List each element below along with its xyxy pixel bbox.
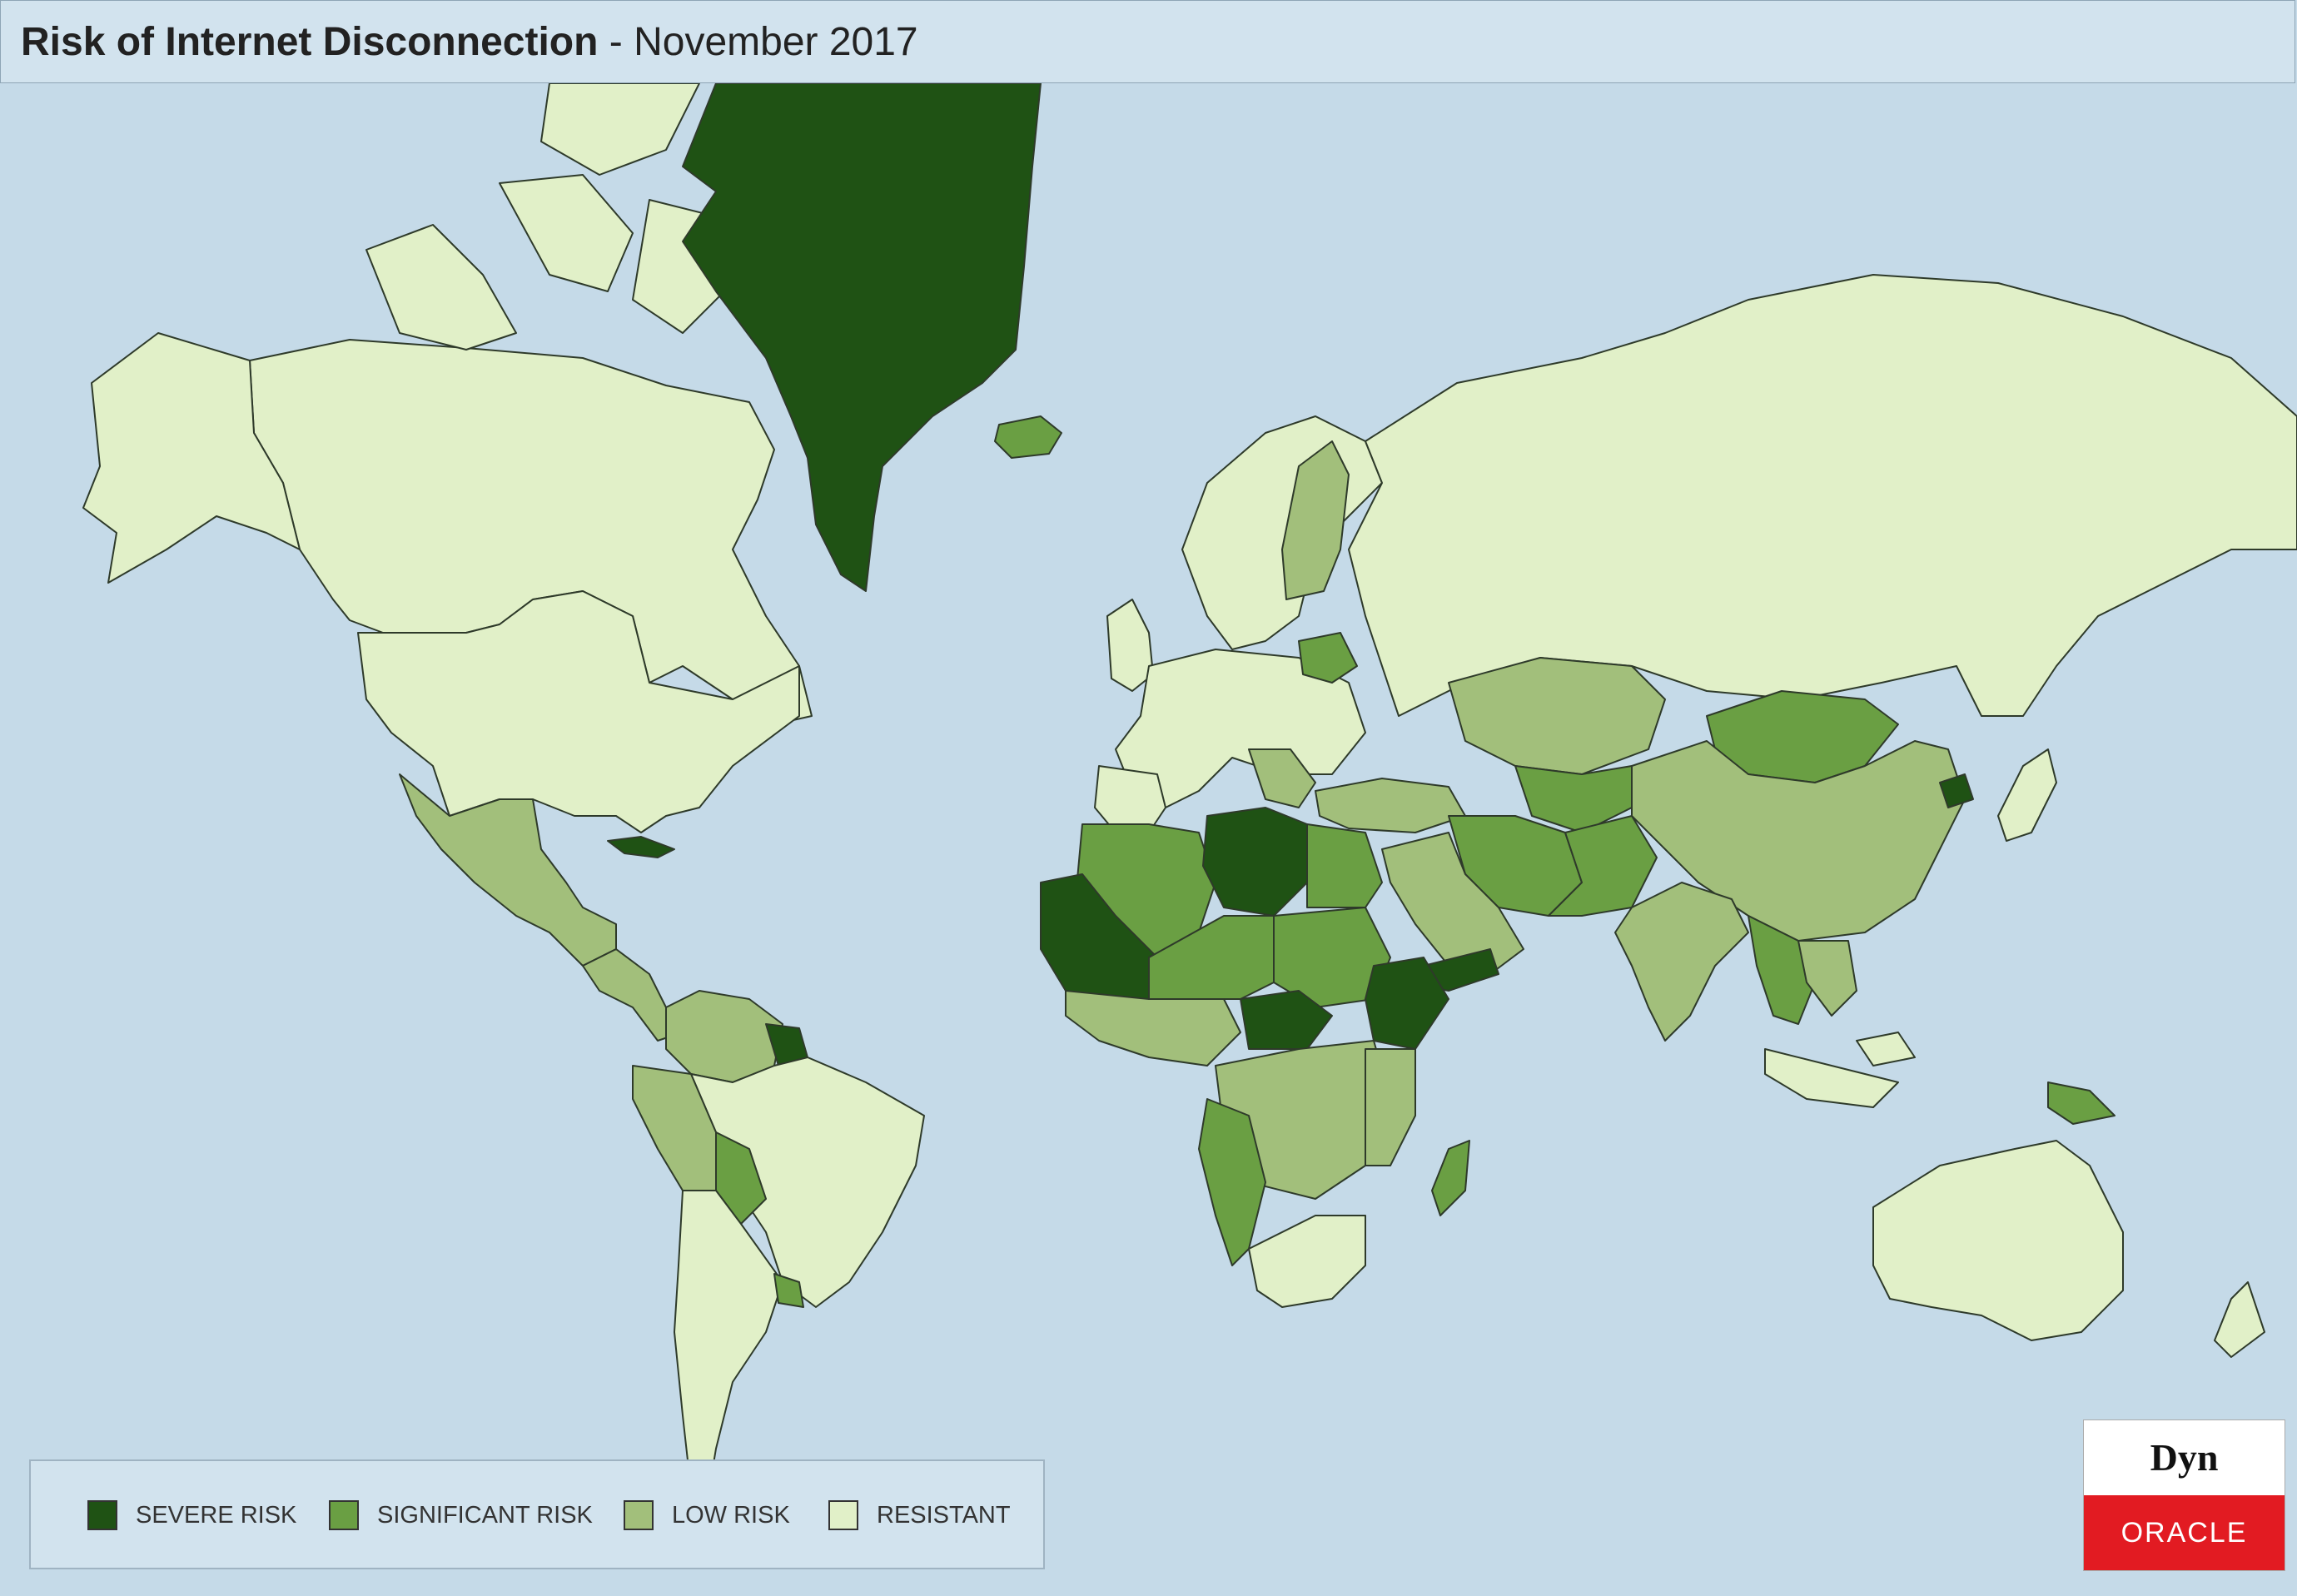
region-south-sudan-car [1240, 990, 1333, 1050]
legend-item-low: LOW RISK [624, 1499, 790, 1532]
title-bar: Risk of Internet Disconnection - Novembe… [0, 0, 2295, 83]
world-map [0, 83, 2297, 1596]
dyn-oracle-logo: Dyn ORACLE [2083, 1419, 2285, 1571]
region-japan [1997, 748, 2057, 842]
region-west-africa [1065, 990, 1241, 1066]
region-usa [357, 590, 800, 833]
region-indonesia [1764, 1032, 1916, 1108]
region-mexico [399, 773, 617, 967]
region-madagascar [1431, 1140, 1470, 1216]
region-finland [1281, 440, 1350, 600]
region-drc-angola [1198, 1098, 1266, 1266]
region-nigeria-chad [1148, 915, 1275, 1000]
region-new-zealand [2214, 1281, 2265, 1358]
region-balkans [1248, 748, 1316, 808]
region-argentina-chile [674, 1190, 783, 1499]
legend-label: LOW RISK [672, 1501, 790, 1529]
oracle-wordmark: ORACLE [2084, 1495, 2285, 1570]
region-egypt [1306, 823, 1383, 908]
map-title-date: - November 2017 [598, 20, 918, 64]
map-title: Risk of Internet Disconnection - Novembe… [21, 19, 918, 65]
region-uruguay [773, 1273, 804, 1308]
region-australia [1872, 1140, 2124, 1341]
region-arctic-islands [365, 83, 733, 351]
legend-swatch [329, 1500, 359, 1530]
map-title-main: Risk of Internet Disconnection [21, 20, 599, 64]
region-alaska [82, 332, 301, 584]
region-china [1631, 740, 1966, 942]
dyn-wordmark: Dyn [2150, 1435, 2219, 1479]
region-libya [1202, 807, 1308, 917]
region-bolivia [715, 1131, 767, 1225]
legend-swatch [87, 1500, 117, 1530]
region-east-africa [1365, 1048, 1416, 1166]
legend: SEVERE RISK SIGNIFICANT RISK LOW RISK RE… [29, 1459, 1045, 1569]
region-india [1614, 882, 1749, 1042]
legend-label: SEVERE RISK [136, 1501, 297, 1529]
region-indochina [1797, 940, 1857, 1017]
region-turkey [1315, 778, 1466, 833]
region-canada [249, 339, 813, 725]
legend-item-severe: SEVERE RISK [87, 1499, 296, 1532]
region-png [2047, 1081, 2116, 1125]
region-russia [1348, 274, 2297, 717]
region-kazakhstan [1448, 657, 1666, 775]
region-southern-africa [1248, 1215, 1366, 1308]
region-iberia [1094, 765, 1166, 833]
region-cuba [607, 836, 675, 858]
legend-swatch [828, 1500, 858, 1530]
legend-label: SIGNIFICANT RISK [377, 1501, 593, 1529]
region-greenland [682, 83, 1042, 592]
region-scandinavia [1181, 415, 1383, 650]
region-north-korea [1939, 773, 1974, 808]
legend-swatch [624, 1500, 654, 1530]
region-afghanistan-pakistan [1548, 815, 1658, 917]
region-iceland [994, 415, 1062, 459]
region-belarus [1298, 632, 1358, 684]
region-arabia [1381, 832, 1524, 975]
legend-item-significant: SIGNIFICANT RISK [329, 1499, 593, 1532]
legend-label: RESISTANT [877, 1501, 1011, 1529]
legend-item-resistant: RESISTANT [828, 1499, 1011, 1532]
